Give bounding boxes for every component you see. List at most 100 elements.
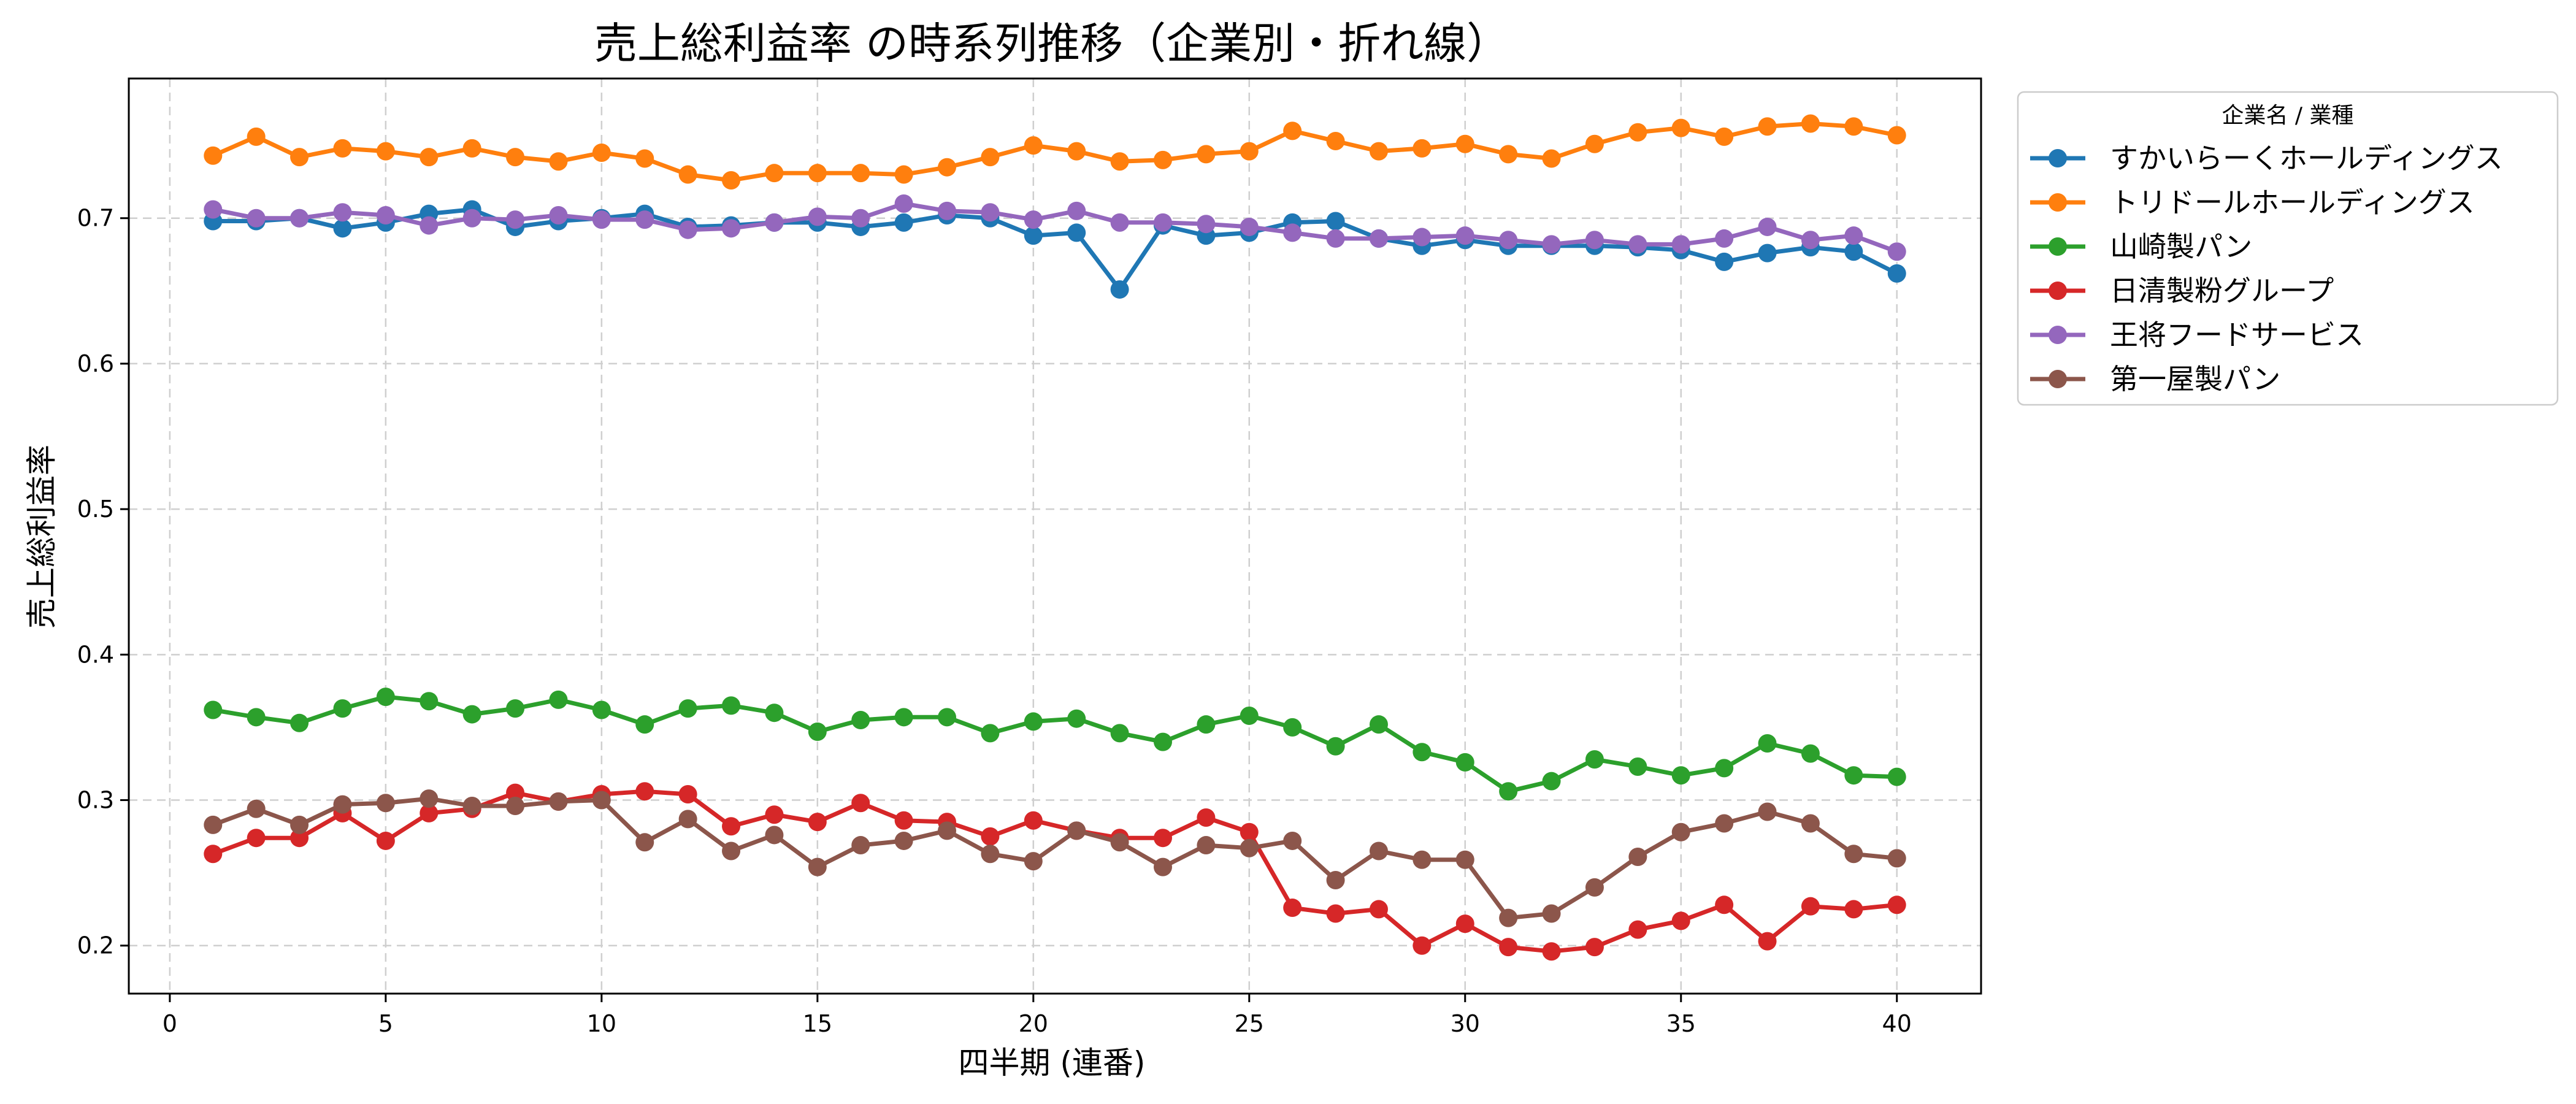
data-point [1585, 134, 1604, 153]
data-point [808, 723, 827, 742]
data-point [851, 836, 870, 855]
legend-box [2017, 91, 2559, 406]
data-point [1628, 757, 1647, 776]
data-point [1240, 217, 1259, 236]
data-point [1369, 715, 1388, 734]
data-point [290, 713, 309, 732]
data-point [1628, 848, 1647, 867]
data-point [420, 216, 439, 235]
data-point [592, 210, 611, 229]
data-point [1326, 229, 1345, 248]
data-point [1024, 852, 1043, 871]
data-point [722, 841, 741, 861]
data-point [938, 201, 957, 220]
data-point [1499, 145, 1518, 164]
x-tick-label: 20 [1019, 1010, 1048, 1037]
data-point [376, 205, 395, 224]
data-point [1283, 718, 1302, 737]
series-3 [204, 688, 1906, 801]
data-point [247, 209, 266, 228]
data-point [333, 219, 352, 238]
data-point [1499, 938, 1518, 957]
data-point [1499, 782, 1518, 801]
data-point [1801, 897, 1820, 916]
data-point [1887, 849, 1906, 868]
data-point [204, 146, 223, 165]
data-point [1283, 121, 1302, 140]
data-point [420, 148, 439, 167]
data-point [1844, 226, 1863, 245]
data-point [1369, 841, 1388, 861]
data-point [506, 699, 525, 718]
data-point [333, 795, 352, 814]
data-point [1758, 217, 1777, 236]
data-point [722, 696, 741, 715]
legend-item: すかいらーくホールディングス [2030, 142, 2503, 175]
data-point [1715, 229, 1734, 248]
x-tick-label: 30 [1451, 1010, 1480, 1037]
data-point [722, 817, 741, 836]
legend-item: 日清製粉グループ [2030, 274, 2334, 307]
data-point [1844, 242, 1863, 261]
data-point [851, 794, 870, 813]
y-tick-label: 0.3 [77, 787, 114, 814]
x-axis-label: 四半期 (連番) [959, 1045, 1146, 1081]
y-tick-label: 0.4 [77, 641, 114, 668]
data-point [1844, 117, 1863, 136]
data-point [290, 815, 309, 834]
data-point [1283, 899, 1302, 918]
data-point [1153, 150, 1172, 169]
data-point [1758, 734, 1777, 753]
data-point [1455, 914, 1474, 933]
data-point [635, 833, 654, 852]
data-point [1067, 709, 1086, 728]
legend-marker [2049, 193, 2067, 212]
data-point [1585, 878, 1604, 897]
data-point [1153, 732, 1172, 751]
series-line [212, 789, 1898, 954]
data-point [1197, 715, 1216, 734]
data-point [1369, 142, 1388, 161]
data-point [1715, 759, 1734, 778]
data-point [333, 699, 352, 718]
data-point [808, 164, 827, 183]
data-point [1413, 850, 1432, 869]
legend-label: 日清製粉グループ [2110, 274, 2334, 307]
series-line [212, 796, 1898, 921]
data-point [204, 845, 223, 864]
data-point [808, 857, 827, 876]
series-4 [204, 782, 1906, 961]
data-point [722, 171, 741, 190]
data-point [247, 799, 266, 818]
data-point [1455, 753, 1474, 772]
data-point [549, 152, 568, 171]
data-point [1024, 210, 1043, 229]
data-point [851, 209, 870, 228]
data-point [1326, 870, 1345, 889]
data-point [1240, 838, 1259, 857]
data-point [851, 711, 870, 730]
data-point [1715, 895, 1734, 914]
data-point [1067, 142, 1086, 161]
data-point [1326, 737, 1345, 756]
data-point [462, 797, 481, 816]
data-point [1110, 213, 1129, 232]
legend-title: 企業名 / 業種 [2221, 103, 2353, 128]
x-tick-label: 35 [1666, 1010, 1696, 1037]
x-tick-label: 40 [1882, 1010, 1912, 1037]
data-point [678, 165, 697, 184]
data-point [462, 209, 481, 228]
data-point [1801, 814, 1820, 833]
series-2 [204, 114, 1906, 190]
data-point [635, 149, 654, 168]
data-point [938, 158, 957, 177]
data-point [981, 148, 1000, 167]
data-point [333, 139, 352, 158]
data-point [1110, 833, 1129, 852]
data-point [1671, 822, 1690, 841]
data-point [1197, 145, 1216, 164]
data-point [1455, 850, 1474, 869]
data-point [635, 782, 654, 801]
data-point [1197, 215, 1216, 234]
